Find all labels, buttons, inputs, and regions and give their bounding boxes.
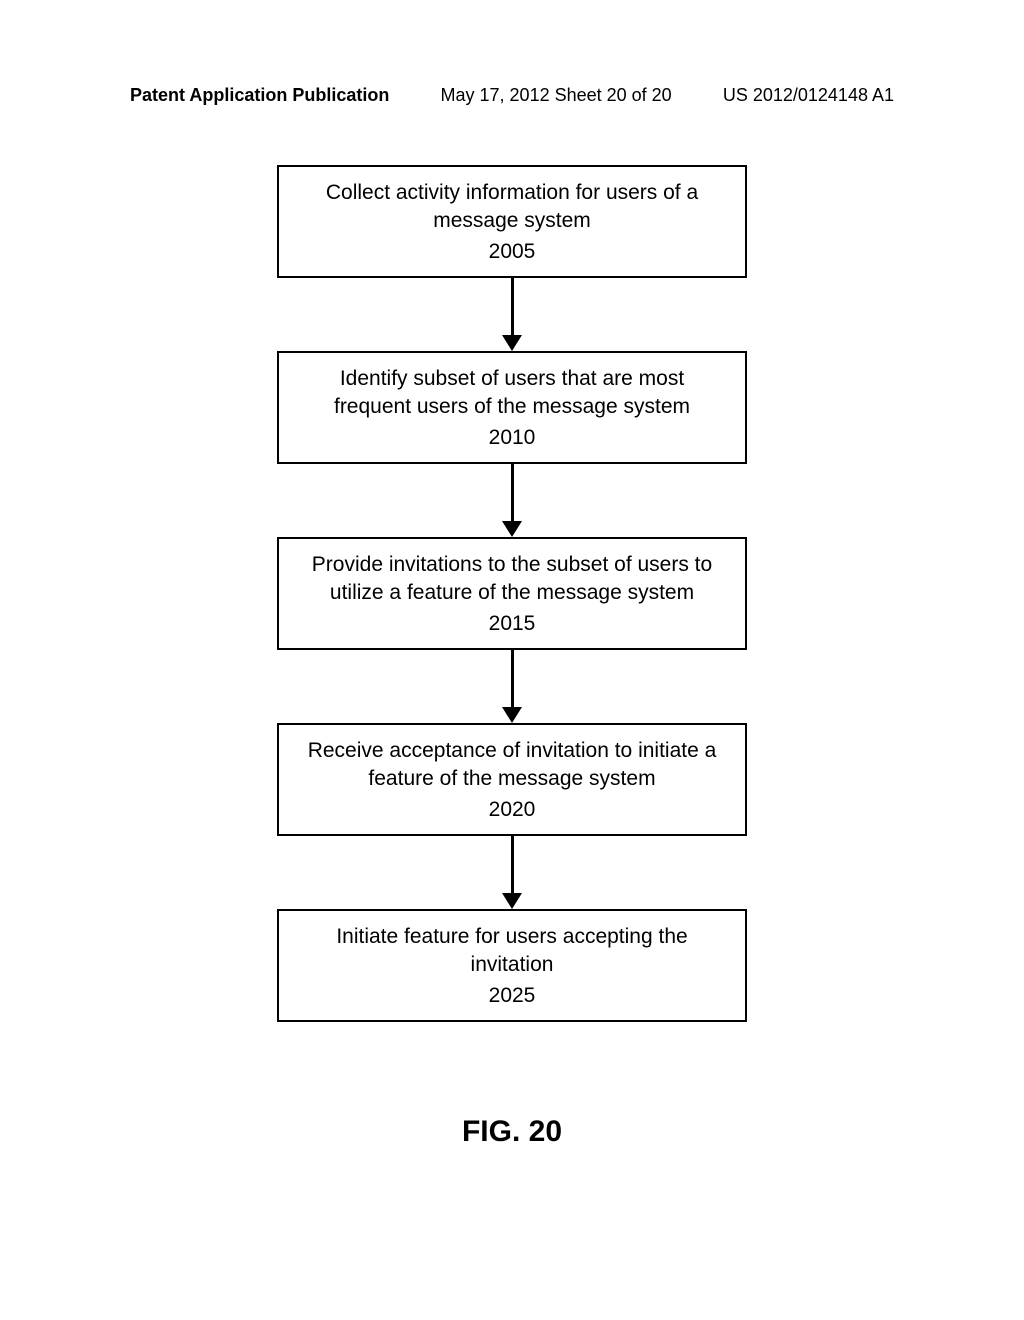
flowchart: Collect activity information for users o… bbox=[0, 165, 1024, 1022]
header-left: Patent Application Publication bbox=[130, 85, 389, 106]
node-text: Provide invitations to the subset of use… bbox=[312, 553, 712, 604]
arrow-head-icon bbox=[502, 335, 522, 351]
flowchart-arrow bbox=[502, 836, 522, 909]
flowchart-node: Receive acceptance of invitation to init… bbox=[277, 723, 747, 836]
node-text: Collect activity information for users o… bbox=[326, 181, 698, 232]
flowchart-node: Initiate feature for users accepting the… bbox=[277, 909, 747, 1022]
arrow-head-icon bbox=[502, 521, 522, 537]
arrow-stem bbox=[511, 836, 514, 894]
flowchart-node: Collect activity information for users o… bbox=[277, 165, 747, 278]
node-number: 2015 bbox=[299, 610, 725, 638]
node-number: 2005 bbox=[299, 238, 725, 266]
header-right: US 2012/0124148 A1 bbox=[723, 85, 894, 106]
arrow-stem bbox=[511, 464, 514, 522]
flowchart-arrow bbox=[502, 464, 522, 537]
node-number: 2025 bbox=[299, 982, 725, 1010]
arrow-stem bbox=[511, 650, 514, 708]
figure-label: FIG. 20 bbox=[0, 1115, 1024, 1149]
flowchart-node: Identify subset of users that are most f… bbox=[277, 351, 747, 464]
flowchart-arrow bbox=[502, 278, 522, 351]
arrow-head-icon bbox=[502, 707, 522, 723]
flowchart-arrow bbox=[502, 650, 522, 723]
page-header: Patent Application Publication May 17, 2… bbox=[0, 85, 1024, 106]
node-text: Identify subset of users that are most f… bbox=[334, 367, 690, 418]
flowchart-node: Provide invitations to the subset of use… bbox=[277, 537, 747, 650]
arrow-head-icon bbox=[502, 893, 522, 909]
node-text: Receive acceptance of invitation to init… bbox=[308, 739, 717, 790]
node-number: 2020 bbox=[299, 796, 725, 824]
node-text: Initiate feature for users accepting the… bbox=[336, 925, 687, 976]
header-center: May 17, 2012 Sheet 20 of 20 bbox=[441, 85, 672, 106]
page: Patent Application Publication May 17, 2… bbox=[0, 0, 1024, 1320]
node-number: 2010 bbox=[299, 424, 725, 452]
arrow-stem bbox=[511, 278, 514, 336]
